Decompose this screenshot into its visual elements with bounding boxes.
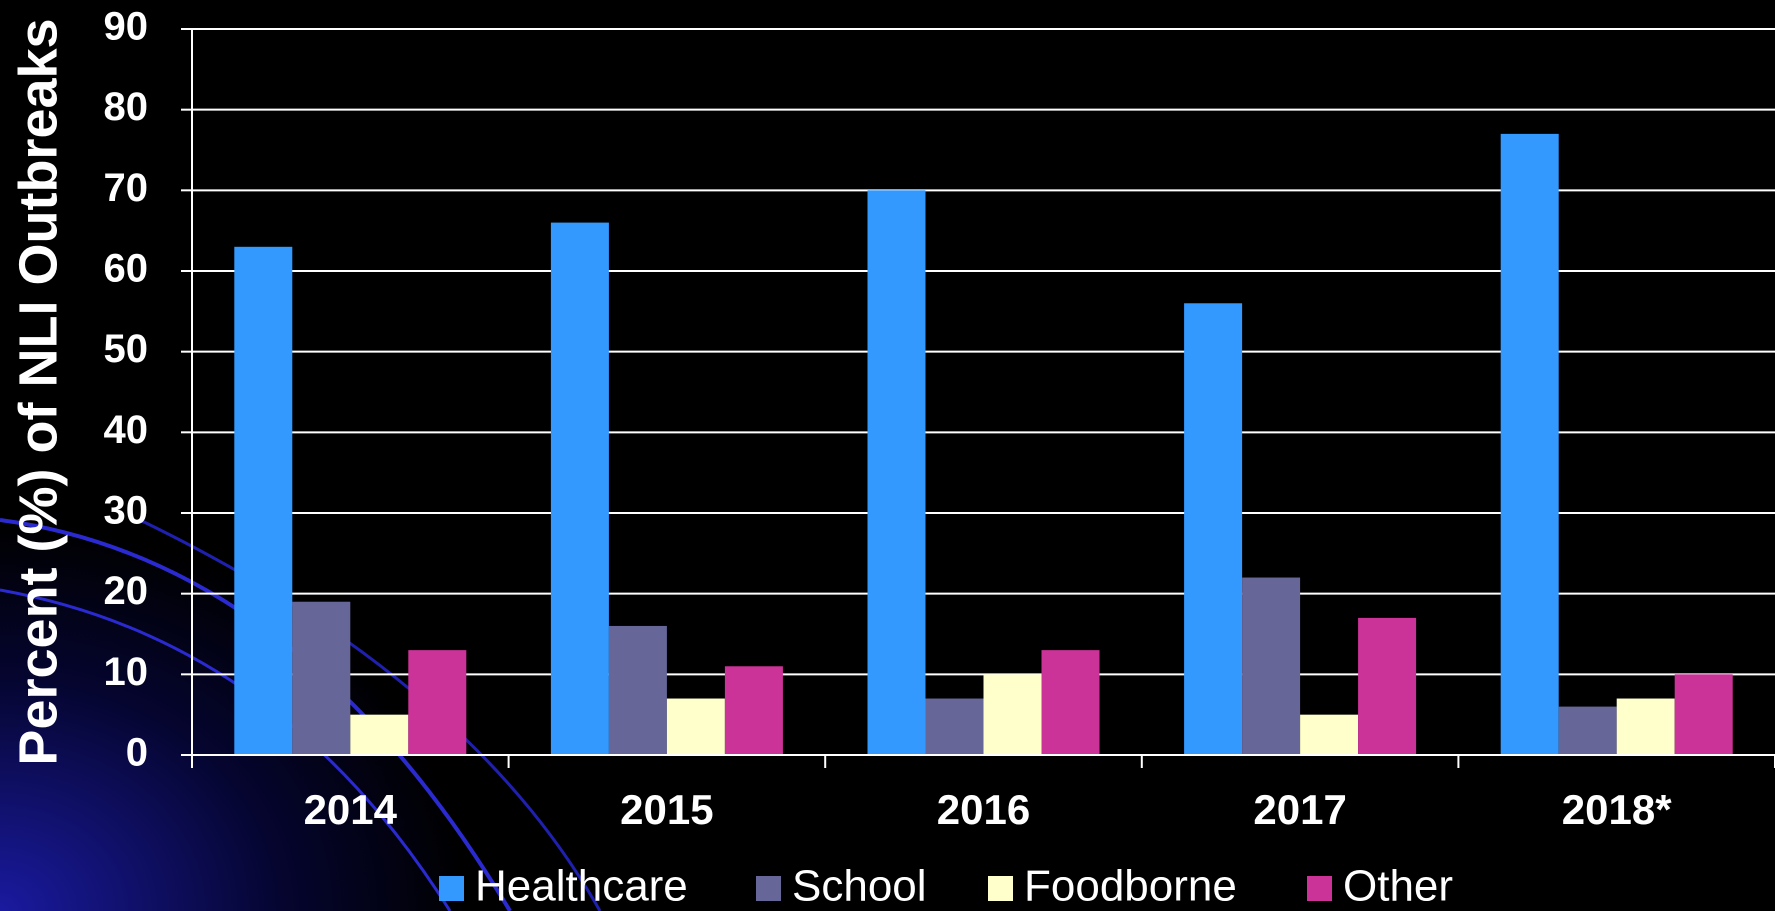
bar xyxy=(292,601,351,755)
legend-swatch xyxy=(439,876,464,901)
y-tick-label: 70 xyxy=(104,166,149,210)
y-tick-label: 50 xyxy=(104,327,149,371)
x-tick-label: 2016 xyxy=(937,786,1030,833)
bar xyxy=(867,190,926,756)
bar xyxy=(983,674,1042,755)
y-tick-label: 30 xyxy=(104,489,149,533)
legend-label: Healthcare xyxy=(475,862,688,911)
bar xyxy=(1500,133,1559,755)
bar xyxy=(1674,674,1733,755)
y-axis-label: Percent (%) of NLI Outbreaks xyxy=(8,18,68,765)
bar xyxy=(1616,698,1675,755)
y-tick-label: 90 xyxy=(104,5,149,49)
legend-label: Other xyxy=(1343,862,1453,911)
y-tick-label: 80 xyxy=(104,85,149,129)
bar xyxy=(724,666,783,755)
bar xyxy=(1184,303,1243,755)
bar xyxy=(1041,650,1100,755)
x-tick-label: 2014 xyxy=(304,786,398,833)
legend-swatch xyxy=(1307,876,1332,901)
y-tick-label: 20 xyxy=(104,569,149,613)
bar xyxy=(234,246,293,756)
y-tick-label: 0 xyxy=(126,731,148,775)
bar xyxy=(1242,577,1301,755)
legend-label: Foodborne xyxy=(1024,862,1237,911)
y-tick-label: 10 xyxy=(104,650,149,694)
bar xyxy=(608,625,667,755)
legend-swatch xyxy=(756,876,781,901)
legend-swatch xyxy=(988,876,1013,901)
bar xyxy=(350,714,409,755)
bar xyxy=(666,698,725,755)
legend-label: School xyxy=(792,862,927,911)
bar xyxy=(408,650,467,755)
bar xyxy=(925,698,984,755)
x-tick-label: 2015 xyxy=(620,786,713,833)
bar xyxy=(550,222,609,756)
bar xyxy=(1300,714,1359,755)
x-tick-label: 2017 xyxy=(1253,786,1346,833)
y-tick-label: 40 xyxy=(104,408,149,452)
bar xyxy=(1558,706,1617,755)
bar xyxy=(1358,617,1417,755)
y-tick-label: 60 xyxy=(104,247,149,291)
x-tick-label: 2018* xyxy=(1562,786,1672,833)
